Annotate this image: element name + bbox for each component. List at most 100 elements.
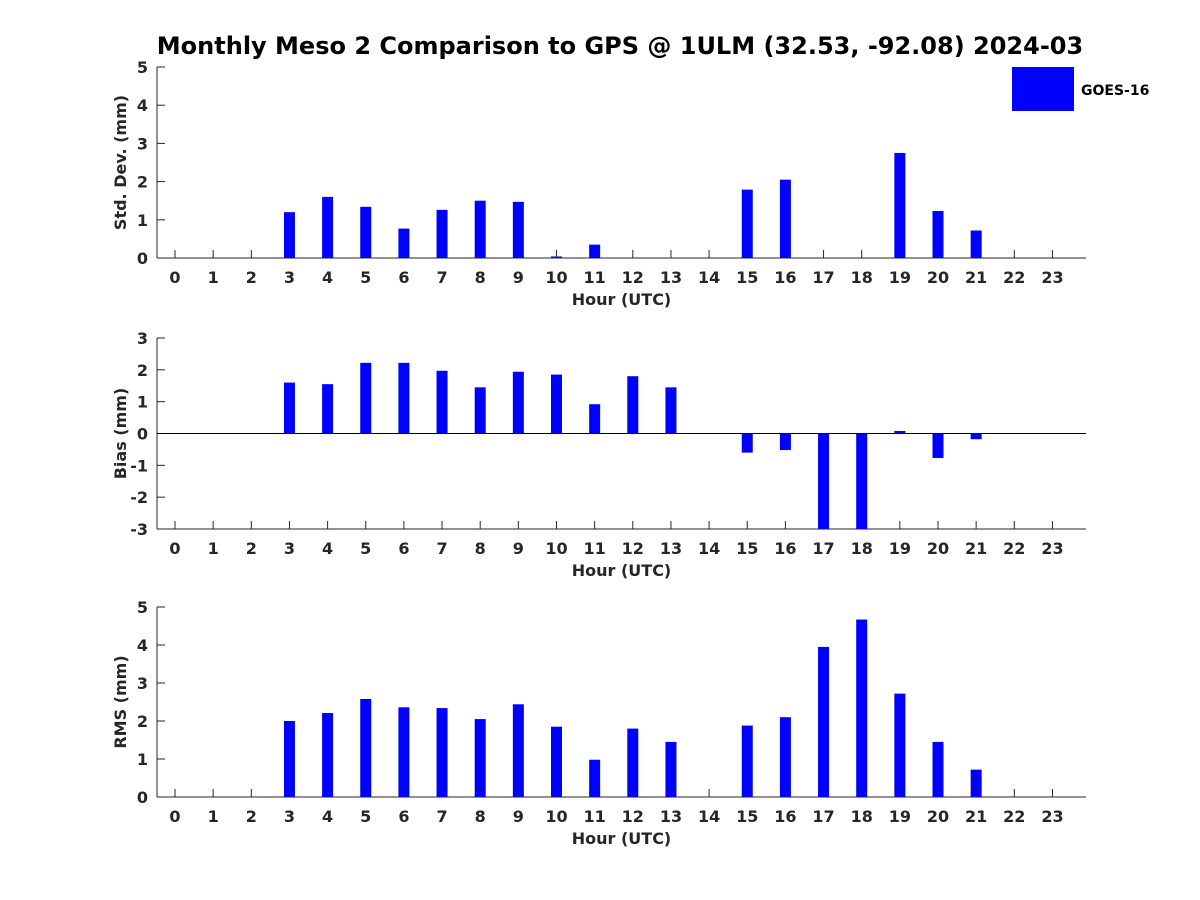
- bar: [398, 707, 410, 797]
- x-tick-label: 17: [812, 539, 834, 558]
- x-tick-label: 3: [284, 268, 295, 287]
- bar: [932, 741, 944, 797]
- bar: [818, 646, 830, 797]
- bar: [322, 196, 334, 258]
- bar: [589, 759, 601, 797]
- x-tick-label: 1: [208, 539, 219, 558]
- x-tick-label: 2: [246, 807, 257, 826]
- x-tick-label: 21: [965, 807, 987, 826]
- bar: [474, 387, 486, 434]
- bar: [894, 693, 906, 797]
- x-tick-label: 7: [436, 807, 447, 826]
- x-tick-label: 9: [513, 539, 524, 558]
- x-tick-label: 20: [927, 268, 949, 287]
- x-tick-label: 18: [851, 539, 873, 558]
- x-tick-label: 15: [736, 539, 758, 558]
- bar: [512, 371, 524, 434]
- bar: [932, 433, 944, 459]
- legend-label: GOES-16: [1081, 83, 1149, 99]
- x-tick-label: 14: [698, 539, 720, 558]
- x-tick-label: 4: [322, 268, 333, 287]
- x-tick-label: 10: [545, 807, 567, 826]
- y-tick-label: 0: [137, 249, 148, 268]
- x-tick-label: 1: [208, 268, 219, 287]
- bar: [283, 382, 295, 434]
- bar: [474, 200, 486, 258]
- x-tick-label: 22: [1003, 807, 1025, 826]
- bar: [970, 230, 982, 258]
- y-tick-label: 4: [137, 636, 148, 655]
- x-tick-label: 14: [698, 268, 720, 287]
- x-tick-label: 11: [584, 539, 606, 558]
- x-tick-label: 0: [169, 268, 180, 287]
- bar: [779, 717, 791, 797]
- x-tick-label: 5: [360, 539, 371, 558]
- bar: [856, 619, 868, 797]
- bar: [398, 362, 410, 434]
- y-tick-label: 1: [137, 393, 148, 412]
- x-tick-label: 2: [246, 268, 257, 287]
- y-tick-label: 1: [137, 750, 148, 769]
- bar: [818, 433, 830, 529]
- bar: [970, 433, 982, 440]
- x-tick-label: 9: [513, 807, 524, 826]
- x-tick-label: 7: [436, 539, 447, 558]
- bar: [741, 433, 753, 453]
- bar: [665, 741, 677, 797]
- x-tick-label: 3: [284, 539, 295, 558]
- y-tick-label: 3: [137, 674, 148, 693]
- x-tick-label: 8: [475, 268, 486, 287]
- x-tick-label: 23: [1041, 807, 1063, 826]
- x-tick-label: 21: [965, 268, 987, 287]
- x-tick-label: 23: [1041, 539, 1063, 558]
- x-tick-label: 23: [1041, 268, 1063, 287]
- x-tick-label: 8: [475, 807, 486, 826]
- x-tick-label: 17: [812, 807, 834, 826]
- x-tick-label: 7: [436, 268, 447, 287]
- x-tick-label: 13: [660, 807, 682, 826]
- x-tick-label: 20: [927, 539, 949, 558]
- bar: [589, 244, 601, 258]
- x-tick-label: 10: [545, 539, 567, 558]
- y-tick-label: 5: [137, 598, 148, 617]
- bar: [894, 152, 906, 258]
- x-tick-label: 11: [584, 807, 606, 826]
- y-tick-label: -2: [130, 488, 148, 507]
- x-tick-label: 11: [584, 268, 606, 287]
- bar: [322, 384, 334, 434]
- x-tick-label: 14: [698, 807, 720, 826]
- bar: [627, 728, 639, 797]
- bar: [436, 370, 448, 434]
- x-tick-label: 18: [851, 268, 873, 287]
- y-tick-label: 3: [137, 329, 148, 348]
- x-tick-label: 16: [774, 539, 796, 558]
- x-tick-label: 5: [360, 268, 371, 287]
- y-axis-label: Std. Dev. (mm): [111, 95, 130, 230]
- bar: [283, 721, 295, 797]
- y-tick-label: 2: [137, 361, 148, 380]
- y-tick-label: -1: [130, 456, 148, 475]
- x-tick-label: 19: [889, 268, 911, 287]
- x-tick-label: 8: [475, 539, 486, 558]
- x-tick-label: 6: [398, 807, 409, 826]
- y-tick-label: 0: [137, 788, 148, 807]
- x-tick-label: 10: [545, 268, 567, 287]
- chart-title: Monthly Meso 2 Comparison to GPS @ 1ULM …: [157, 32, 1083, 60]
- legend: GOES-16: [1012, 67, 1149, 111]
- bar: [856, 433, 868, 529]
- x-tick-label: 16: [774, 268, 796, 287]
- bar: [551, 256, 562, 258]
- bar: [970, 769, 982, 797]
- bar: [322, 713, 334, 797]
- x-axis-label: Hour (UTC): [572, 829, 672, 848]
- bar: [741, 189, 753, 258]
- bar: [551, 374, 562, 434]
- x-axis-label: Hour (UTC): [572, 290, 672, 309]
- x-tick-label: 18: [851, 807, 873, 826]
- x-tick-label: 3: [284, 807, 295, 826]
- x-tick-label: 2: [246, 539, 257, 558]
- x-tick-label: 5: [360, 807, 371, 826]
